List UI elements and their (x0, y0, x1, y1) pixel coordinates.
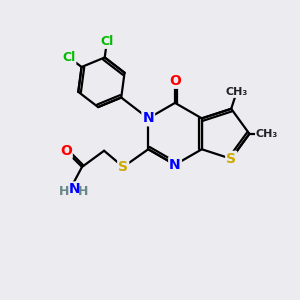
Text: N: N (142, 111, 154, 125)
Text: CH₃: CH₃ (256, 129, 278, 139)
Text: O: O (169, 74, 181, 88)
Text: N: N (69, 182, 80, 196)
Text: N: N (169, 158, 181, 172)
Text: CH₃: CH₃ (226, 87, 248, 97)
Text: Cl: Cl (62, 51, 75, 64)
Text: O: O (60, 144, 72, 158)
Text: H: H (58, 184, 69, 198)
Text: S: S (226, 152, 236, 166)
Text: Cl: Cl (100, 35, 113, 48)
Text: S: S (118, 160, 128, 174)
Text: H: H (78, 184, 89, 198)
